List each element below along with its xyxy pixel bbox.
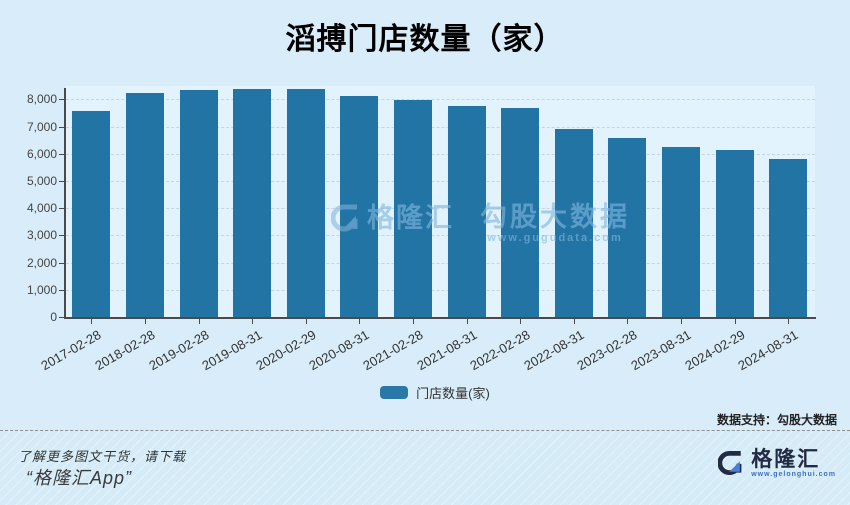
x-tick-label: 2022-02-28 — [467, 327, 533, 374]
x-axis-tick — [359, 319, 361, 324]
y-axis-tick — [59, 262, 64, 264]
x-axis-tick — [412, 319, 414, 324]
bar-2021-08-31 — [447, 105, 486, 317]
y-gridline — [66, 153, 815, 155]
x-axis-tick — [91, 319, 93, 324]
y-tick-label: 0 — [50, 310, 57, 324]
y-gridline — [66, 99, 815, 101]
bar-2020-08-31 — [340, 96, 379, 317]
y-tick-label: 4,000 — [26, 201, 57, 216]
y-tick-label: 7,000 — [26, 119, 57, 134]
x-axis-tick — [680, 319, 682, 324]
bar-2023-08-31 — [661, 147, 700, 317]
x-tick-label: 2023-02-28 — [574, 327, 640, 374]
x-tick-label: 2024-02-29 — [681, 327, 748, 374]
y-axis-tick — [59, 99, 64, 101]
y-axis-tick — [59, 208, 64, 210]
x-tick-label: 2020-02-29 — [253, 327, 319, 374]
bar-chart: 滔搏门店数量（家） 0 1,000 2,000 3,000 4,000 5,000 6,00… — [0, 23, 850, 427]
brand-logo-block: 格隆汇 www.gelonghui.com — [718, 449, 836, 478]
x-axis-tick — [627, 319, 629, 324]
y-gridline — [66, 181, 815, 182]
plot-area — [65, 86, 815, 317]
y-gridline — [66, 126, 815, 128]
x-tick-label: 2022-08-31 — [521, 327, 587, 374]
y-tick-label: 3,000 — [26, 228, 57, 243]
chart-title: 滔搏门店数量（家） — [285, 23, 565, 56]
bar-2018-02-28 — [125, 92, 164, 317]
x-axis-tick — [144, 319, 146, 324]
y-tick-label: 8,000 — [26, 92, 57, 107]
y-axis-line — [64, 88, 66, 318]
y-axis-tick — [59, 317, 64, 318]
y-gridline — [66, 235, 815, 237]
bar-2021-02-28 — [393, 99, 432, 317]
legend-label: 门店数量(家) — [416, 386, 490, 401]
x-tick-label: 2020-08-31 — [306, 327, 372, 374]
x-tick-label: 2023-08-31 — [628, 327, 694, 374]
x-tick-label: 2021-08-31 — [413, 327, 480, 374]
y-axis-tick — [59, 153, 64, 155]
y-tick-label: 6,000 — [26, 146, 57, 161]
y-axis-tick — [59, 235, 64, 237]
legend: 门店数量(家) — [0, 383, 850, 402]
y-tick-label: 1,000 — [26, 282, 57, 297]
bar-2022-02-28 — [501, 107, 540, 317]
x-tick-label: 2019-08-31 — [199, 327, 265, 374]
y-gridline — [66, 208, 815, 210]
y-axis-tick — [59, 126, 64, 128]
x-axis-tick — [520, 319, 522, 324]
gelonghui-logo-icon — [718, 450, 742, 476]
x-tick-label: 2018-02-28 — [92, 327, 158, 374]
x-axis-tick — [305, 319, 307, 324]
y-axis-tick — [59, 289, 64, 291]
bar-2024-02-29 — [715, 149, 754, 317]
y-axis-tick — [59, 181, 64, 182]
x-axis-tick — [573, 319, 575, 324]
footer-app-name: “格隆汇App” — [26, 468, 133, 488]
bar-2019-08-31 — [233, 89, 272, 317]
data-support-credit: 数据支持：勾股大数据 — [716, 413, 837, 427]
x-axis-tick — [734, 319, 736, 324]
bar-2023-02-28 — [608, 138, 647, 317]
x-tick-label: 2021-02-28 — [360, 327, 426, 374]
y-gridline — [66, 289, 815, 291]
x-axis-tick — [466, 319, 468, 324]
footer-promo-text: 了解更多图文干货，请下载 — [18, 449, 187, 464]
bar-2017-02-28 — [72, 111, 111, 317]
y-tick-label: 2,000 — [26, 255, 57, 270]
footer-bar: 了解更多图文干货，请下载 “格隆汇App” 格隆汇 www.gelonghui.… — [0, 430, 850, 505]
x-axis-line — [64, 317, 816, 319]
bar-2020-02-29 — [286, 88, 325, 317]
x-axis-tick — [252, 319, 254, 324]
bar-2022-08-31 — [554, 128, 593, 317]
x-tick-label: 2019-02-28 — [145, 327, 212, 374]
bar-2019-02-28 — [179, 90, 218, 317]
brand-name-text: 格隆汇 — [751, 448, 821, 471]
brand-url-text: www.gelonghui.com — [751, 471, 836, 478]
x-tick-label: 2024-08-31 — [735, 327, 801, 374]
x-axis-tick — [788, 319, 790, 324]
x-tick-label: 2017-02-28 — [38, 327, 104, 374]
y-gridline — [66, 262, 815, 264]
x-axis-tick — [198, 319, 200, 324]
bar-2024-08-31 — [769, 158, 808, 317]
legend-swatch — [380, 386, 409, 399]
y-tick-label: 5,000 — [26, 174, 57, 188]
